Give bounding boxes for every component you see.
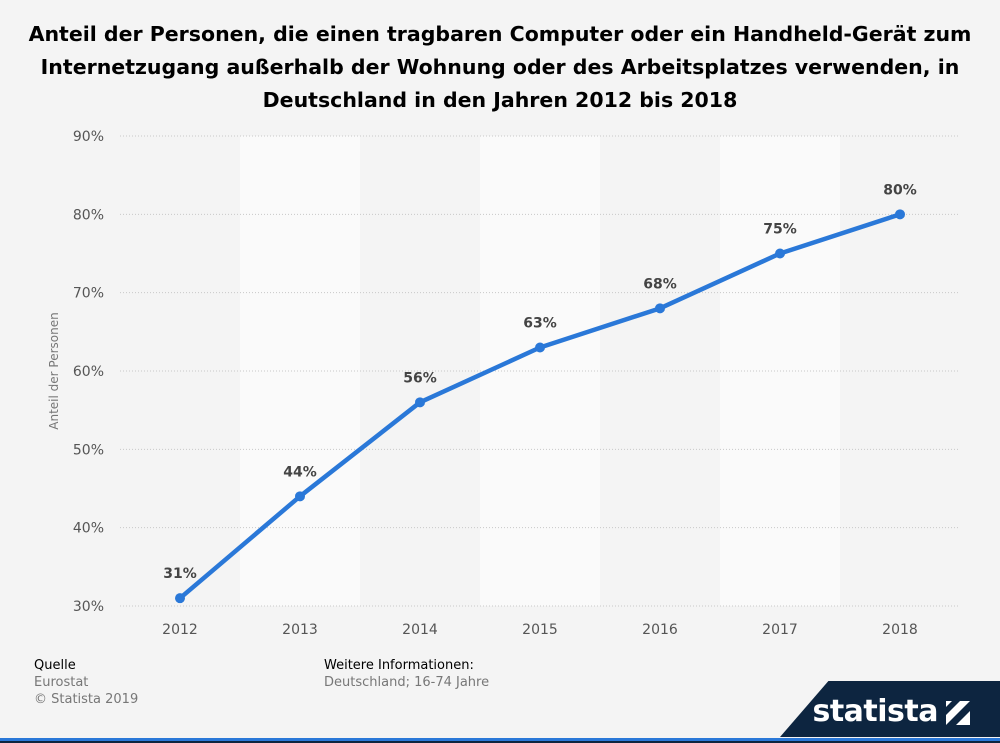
- data-label: 80%: [883, 182, 917, 198]
- x-tick-label: 2015: [522, 622, 558, 638]
- data-point: [175, 593, 185, 604]
- data-label: 75%: [763, 222, 797, 238]
- x-tick-label: 2018: [882, 622, 918, 638]
- y-tick-label: 40%: [73, 521, 104, 537]
- data-point: [775, 248, 785, 259]
- statista-logo-icon: [946, 701, 970, 725]
- x-tick-label: 2012: [162, 622, 198, 638]
- data-label: 44%: [283, 464, 317, 480]
- y-tick-label: 70%: [73, 286, 104, 302]
- data-point: [295, 491, 305, 502]
- x-tick-label: 2013: [282, 622, 318, 638]
- x-tick-label: 2016: [642, 622, 678, 638]
- info-label[interactable]: Weitere Informationen:: [324, 658, 474, 673]
- source-value: Eurostat: [34, 675, 89, 690]
- data-label: 56%: [403, 370, 437, 386]
- info-value: Deutschland; 16-74 Jahre: [324, 675, 490, 690]
- y-tick-label: 50%: [73, 442, 104, 458]
- data-point: [535, 342, 545, 353]
- data-point: [895, 209, 905, 220]
- data-point: [415, 397, 425, 408]
- data-point: [655, 303, 665, 314]
- copyright-text: © Statista 2019: [34, 692, 139, 707]
- statista-brand-name[interactable]: statista: [812, 694, 938, 729]
- y-tick-label: 80%: [73, 207, 104, 223]
- data-label: 63%: [523, 316, 557, 332]
- y-axis-label: Anteil der Personen: [47, 312, 61, 429]
- bottom-accent-line: [0, 738, 1000, 743]
- x-tick-label: 2017: [762, 622, 798, 638]
- info-block: Weitere Informationen: Deutschland; 16-7…: [324, 657, 489, 691]
- y-tick-label: 30%: [73, 599, 104, 615]
- y-tick-label: 90%: [73, 129, 104, 145]
- data-label: 68%: [643, 276, 677, 292]
- source-label: Quelle: [34, 658, 76, 673]
- y-tick-label: 60%: [73, 364, 104, 380]
- data-label: 31%: [163, 566, 197, 582]
- source-block: Quelle Eurostat © Statista 2019: [34, 657, 138, 708]
- chart-title: Anteil der Personen, die einen tragbaren…: [28, 22, 972, 112]
- x-tick-label: 2014: [402, 622, 438, 638]
